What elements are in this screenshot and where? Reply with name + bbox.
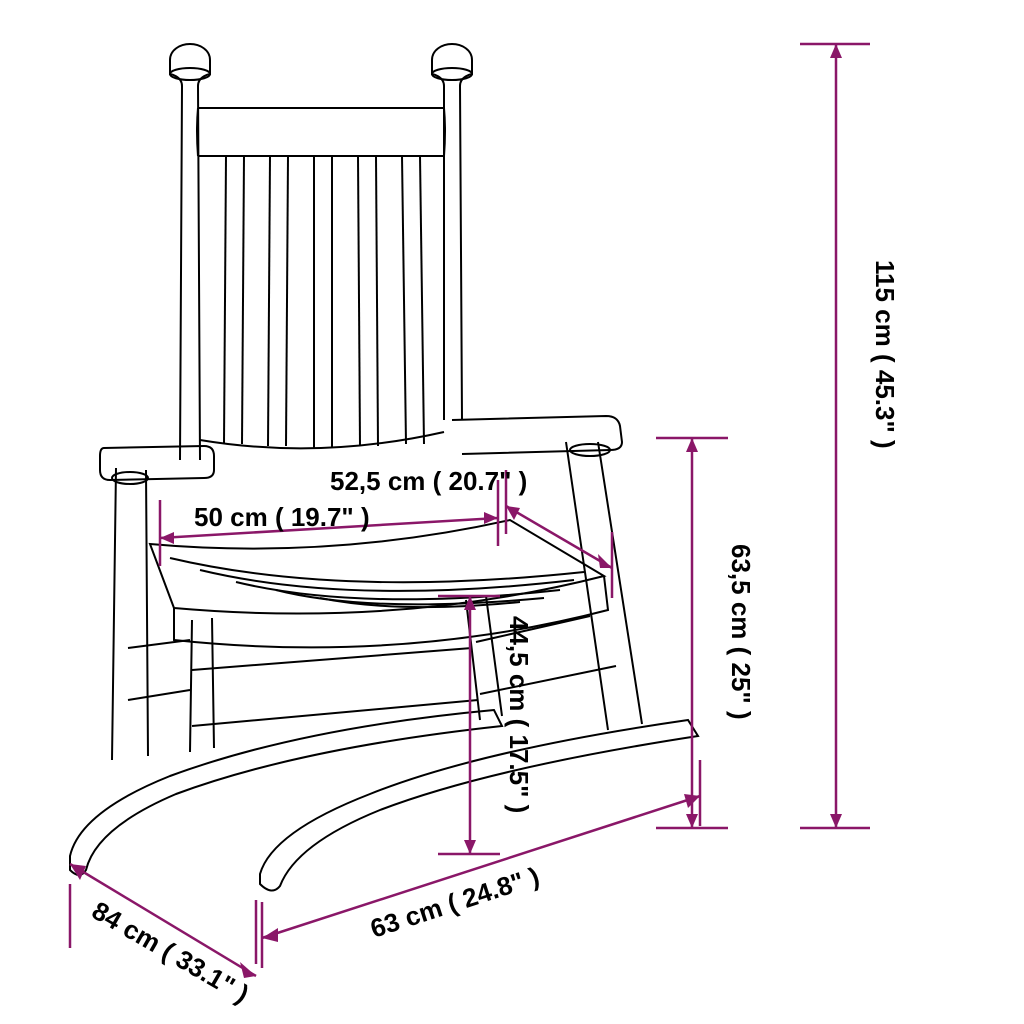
dim-total-height <box>800 44 870 828</box>
label-total-depth: 84 cm ( 33.1" ) <box>87 895 254 1009</box>
dimension-diagram: 50 cm ( 19.7" ) 52,5 cm ( 20.7" ) 44,5 c… <box>0 0 1024 1024</box>
label-arm-height: 63,5 cm ( 25" ) <box>726 544 756 720</box>
dimension-lines <box>70 44 870 978</box>
label-total-width: 63 cm ( 24.8" ) <box>367 861 543 944</box>
label-seat-width: 50 cm ( 19.7" ) <box>194 502 370 532</box>
label-total-height: 115 cm ( 45.3" ) <box>870 260 900 449</box>
label-seat-height: 44,5 cm ( 17.5" ) <box>504 616 534 813</box>
dim-total-width <box>262 760 700 968</box>
dim-arm-height <box>656 438 728 828</box>
label-seat-depth: 52,5 cm ( 20.7" ) <box>330 466 527 496</box>
